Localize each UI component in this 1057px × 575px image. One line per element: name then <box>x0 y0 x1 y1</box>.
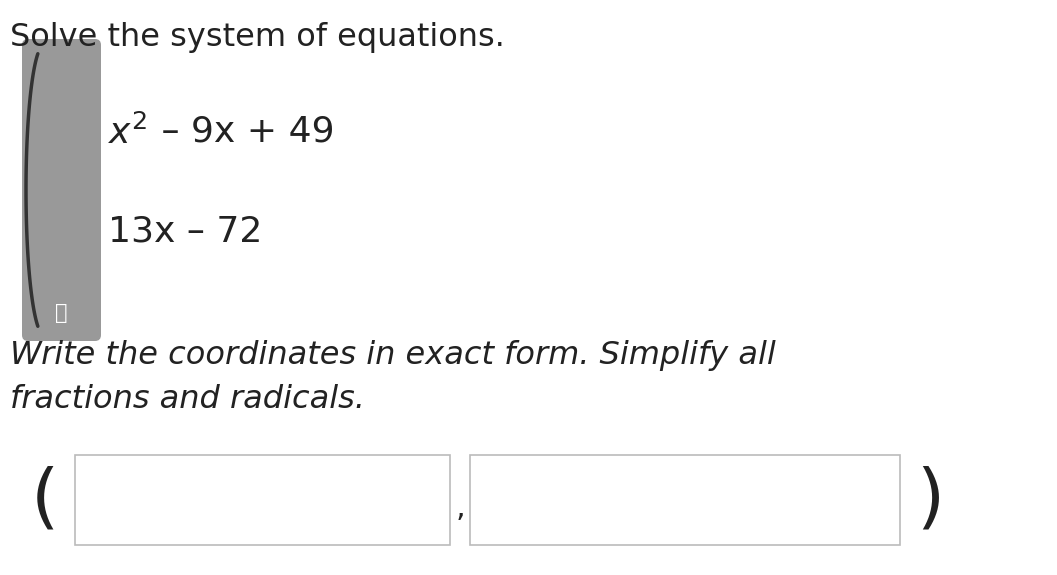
Text: Write the coordinates in exact form. Simplify all
fractions and radicals.: Write the coordinates in exact form. Sim… <box>10 340 776 415</box>
Text: ): ) <box>916 466 944 535</box>
Text: Solve the system of equations.: Solve the system of equations. <box>10 22 505 53</box>
Text: $x^2$: $x^2$ <box>108 115 148 151</box>
Text: ,: , <box>456 493 465 523</box>
FancyBboxPatch shape <box>470 455 900 545</box>
Text: 🔈: 🔈 <box>55 303 68 323</box>
Text: – 9x + 49: – 9x + 49 <box>150 115 334 149</box>
FancyBboxPatch shape <box>22 39 101 341</box>
FancyBboxPatch shape <box>75 455 450 545</box>
Text: 13x – 72: 13x – 72 <box>108 215 262 249</box>
Text: (: ( <box>31 466 59 535</box>
